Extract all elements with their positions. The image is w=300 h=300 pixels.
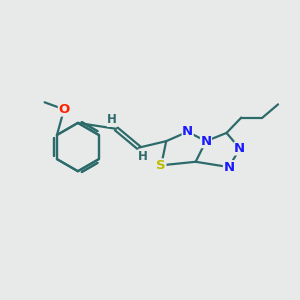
Text: N: N [182, 125, 193, 138]
Text: H: H [107, 113, 117, 127]
Text: N: N [223, 160, 235, 174]
Text: O: O [58, 103, 70, 116]
Text: O: O [58, 103, 70, 116]
Text: N: N [200, 135, 211, 148]
Text: N: N [234, 142, 245, 155]
Text: S: S [156, 159, 166, 172]
Text: H: H [138, 150, 148, 163]
